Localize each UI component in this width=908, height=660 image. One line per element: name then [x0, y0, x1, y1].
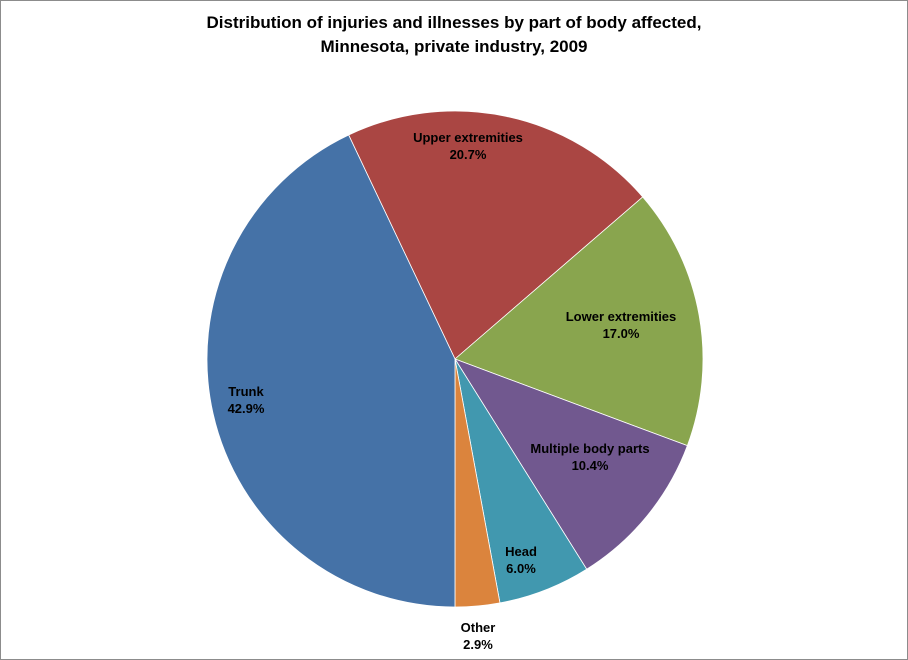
data-label-name: Lower extremities	[566, 309, 677, 324]
data-label-name: Multiple body parts	[530, 441, 649, 456]
pie-slice-multiple-body-parts	[454, 358, 688, 570]
data-label-name: Trunk	[228, 384, 264, 399]
data-label-value: 2.9%	[463, 637, 493, 652]
pie-slice-trunk	[206, 134, 456, 608]
data-label-value: 17.0%	[603, 326, 640, 341]
data-label-value: 20.7%	[450, 147, 487, 162]
data-label-trunk: Trunk 42.9%	[228, 384, 265, 416]
data-label-head: Head 6.0%	[505, 544, 537, 576]
chart-title-line-2: Minnesota, private industry, 2009	[320, 37, 588, 56]
data-label-value: 6.0%	[506, 561, 536, 576]
chart-title-line-1: Distribution of injuries and illnesses b…	[206, 13, 702, 32]
data-label-name: Head	[505, 544, 537, 559]
data-label-value: 10.4%	[572, 458, 609, 473]
pie-slice-upper-extremities	[348, 110, 644, 360]
data-label-lower-extremities: Lower extremities 17.0%	[566, 309, 677, 341]
chart-title: Distribution of injuries and illnesses b…	[1, 11, 907, 59]
data-label-other: Other 2.9%	[461, 620, 496, 652]
data-label-value: 42.9%	[228, 401, 265, 416]
data-label-name: Upper extremities	[413, 130, 523, 145]
data-label-upper-extremities: Upper extremities 20.7%	[413, 130, 523, 162]
pie-slice-lower-extremities	[454, 196, 704, 447]
data-label-multiple-body-parts: Multiple body parts 10.4%	[530, 441, 649, 473]
data-label-name: Other	[461, 620, 496, 635]
